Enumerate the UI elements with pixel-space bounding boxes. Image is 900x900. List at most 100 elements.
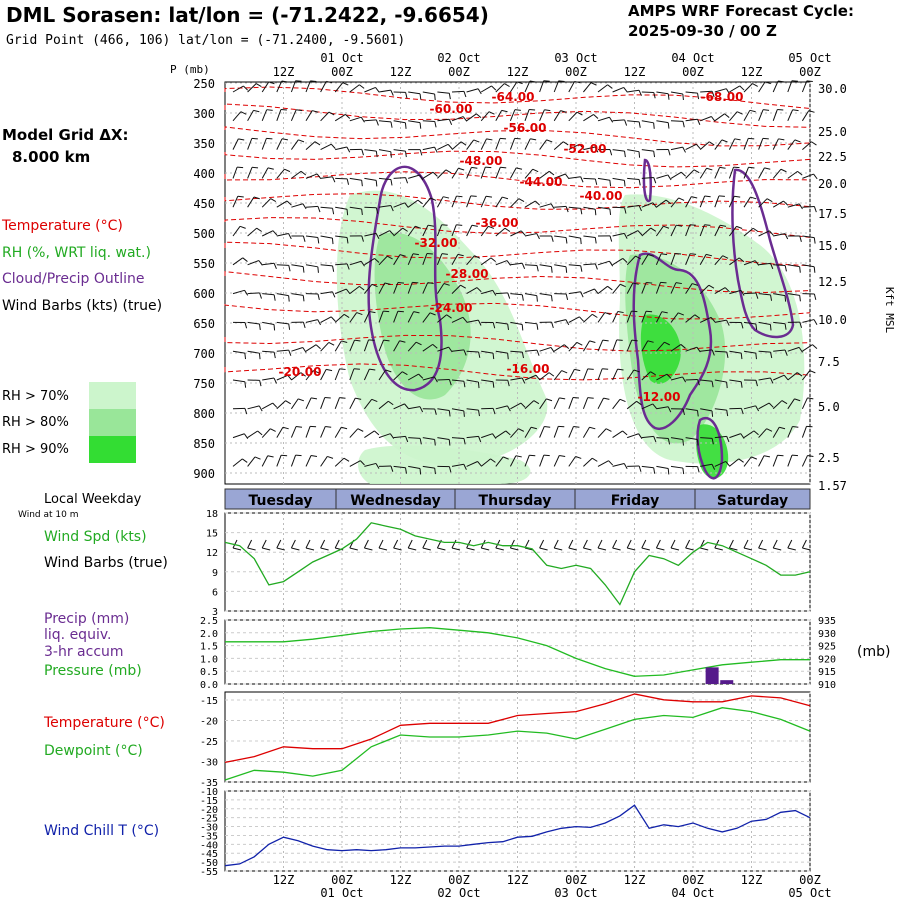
wind-barb	[364, 206, 377, 209]
wind-barb	[305, 80, 311, 93]
top-time-label: 12Z	[390, 65, 412, 79]
top-time-label: 12Z	[507, 65, 529, 79]
wind-barb	[612, 368, 619, 381]
wind-barb-flag	[345, 288, 351, 295]
wind-barb	[451, 379, 464, 382]
wind-barb-flag	[777, 80, 785, 83]
wind-barb	[539, 372, 550, 381]
wind-barb-flag	[270, 198, 277, 202]
wind-barb-flag	[463, 381, 466, 388]
wind-barb-flag	[711, 91, 715, 98]
wind-barb	[451, 224, 457, 237]
isotherm	[224, 302, 811, 320]
wind-barb	[758, 377, 771, 381]
wind-barb	[612, 339, 618, 352]
height-tick-label: 15.0	[818, 239, 847, 253]
wind-barb-flag	[536, 349, 540, 356]
wind-barb	[422, 91, 435, 95]
wind-barb-flag	[447, 144, 453, 150]
wind-barb	[685, 91, 698, 94]
wind-barb-flag	[287, 374, 292, 381]
surface-wind-barb	[801, 539, 807, 549]
wind-barb	[641, 403, 653, 410]
wind-barb-flag	[609, 149, 613, 156]
wind-barb-flag	[808, 110, 815, 113]
wind-barb-flag	[288, 323, 291, 330]
wind-barb-flag	[778, 138, 785, 141]
wind-barb-flag	[514, 137, 521, 140]
wind-barb-flag	[463, 349, 467, 356]
wind-barb	[466, 88, 479, 93]
wind-barb-flag	[419, 93, 422, 100]
wind-barb-flag	[434, 439, 436, 446]
wind-barb	[335, 288, 347, 295]
wind-barb	[276, 138, 283, 150]
surface-wind-barb-flag	[773, 547, 782, 551]
wind-barb-flag	[780, 168, 787, 173]
wind-barb	[568, 426, 574, 438]
wind-barb-flag	[295, 426, 303, 428]
wind-barb-flag	[273, 377, 278, 384]
wind-barb	[802, 141, 812, 150]
wind-barb	[436, 283, 445, 294]
wind-barb-flag	[762, 137, 769, 140]
wind-barb	[583, 457, 593, 467]
wind-barb-flag	[764, 167, 771, 170]
height-tick-label: 30.0	[818, 82, 847, 96]
wind-barb-flag	[390, 179, 393, 186]
wind-barb	[495, 350, 508, 354]
wind-barb	[802, 173, 814, 179]
wind-barb-flag	[781, 400, 788, 405]
wind-barb	[393, 403, 405, 410]
wind-barb	[568, 235, 581, 239]
wind-barb	[232, 138, 239, 150]
wind-barb-flag	[492, 381, 495, 388]
wind-barb-flag	[748, 137, 755, 140]
wind-barb-flag	[302, 203, 307, 210]
wind-barb	[772, 400, 783, 410]
wind-barb-flag	[709, 141, 715, 146]
wind-barb-flag	[587, 397, 594, 399]
wind-barb-flag	[638, 179, 641, 186]
wind-barb	[524, 264, 538, 266]
wind-barb	[451, 408, 464, 412]
wind-barb	[553, 370, 563, 381]
wind-barb-flag	[622, 258, 628, 263]
wind-barb-flag	[504, 227, 511, 232]
wind-barb-flag	[339, 368, 346, 370]
surface-wind-barb-flag	[539, 547, 548, 551]
wind-barb	[378, 177, 391, 181]
wind-barb	[364, 177, 377, 181]
wind-barb-flag	[448, 379, 452, 386]
wind-barb	[787, 346, 800, 352]
wind-barb-flag	[434, 121, 437, 128]
wind-barb	[451, 116, 464, 122]
wind-panel-ytick: 9	[212, 568, 218, 579]
wind-barb-flag	[390, 465, 394, 472]
wind-barb	[466, 319, 479, 323]
wind-barb	[335, 263, 348, 266]
wind-barb	[247, 405, 260, 410]
wind-barb	[524, 321, 537, 325]
wind-barb-flag	[492, 408, 496, 415]
wind-barb-flag	[387, 255, 393, 260]
wind-barb	[480, 226, 489, 237]
pressure-panel-ytick: 2.0	[200, 629, 218, 640]
wind-barb	[422, 224, 429, 237]
wind-barb	[714, 139, 723, 150]
wind-barb-flag	[736, 111, 743, 115]
surface-wind-barb-flag	[262, 547, 271, 551]
wind-barb	[408, 120, 421, 124]
wind-barb	[451, 90, 465, 93]
isotherm-label: -52.00	[564, 142, 607, 156]
wind-barb	[363, 339, 369, 352]
wind-barb	[291, 372, 302, 381]
wind-barb	[758, 198, 768, 208]
wind-barb	[597, 312, 606, 323]
wind-barb	[743, 456, 752, 467]
isotherm-label: -32.00	[415, 236, 458, 250]
wind-barb-flag	[371, 283, 378, 288]
wind-barb-flag	[532, 168, 539, 173]
wind-barb	[612, 311, 619, 323]
wind-barb	[290, 80, 297, 93]
